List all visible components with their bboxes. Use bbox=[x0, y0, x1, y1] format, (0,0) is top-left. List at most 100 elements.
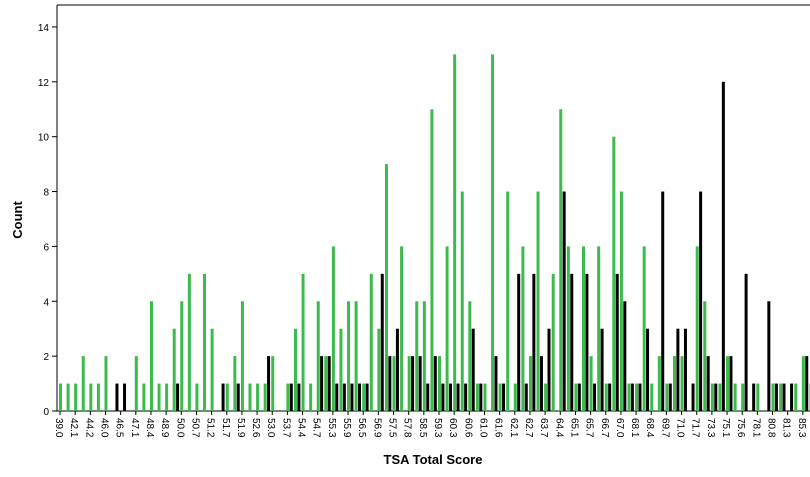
bar bbox=[327, 356, 331, 411]
bar bbox=[608, 383, 612, 411]
bar bbox=[195, 383, 199, 411]
bar bbox=[635, 383, 639, 411]
x-tick-label: 51.7 bbox=[220, 418, 231, 438]
bar bbox=[395, 328, 399, 411]
bar bbox=[483, 383, 487, 411]
bar bbox=[74, 383, 78, 411]
bar bbox=[726, 356, 730, 411]
y-tick-label: 10 bbox=[38, 133, 50, 144]
bar bbox=[680, 356, 684, 411]
y-tick-label: 8 bbox=[43, 188, 49, 199]
bar bbox=[498, 383, 502, 411]
bar bbox=[430, 109, 434, 412]
bar bbox=[710, 383, 714, 411]
bar bbox=[494, 356, 498, 411]
x-tick-label: 60.6 bbox=[462, 418, 473, 438]
bar bbox=[577, 383, 581, 411]
bar bbox=[623, 301, 627, 411]
bar bbox=[96, 383, 100, 411]
x-tick-label: 44.2 bbox=[83, 418, 94, 438]
bar bbox=[741, 383, 745, 411]
x-tick-label: 55.9 bbox=[341, 418, 352, 438]
bar bbox=[630, 383, 634, 411]
bar bbox=[544, 383, 548, 411]
bar bbox=[66, 383, 70, 411]
bar bbox=[422, 301, 426, 411]
bar bbox=[612, 136, 616, 412]
bar bbox=[566, 246, 570, 411]
bar bbox=[585, 273, 589, 411]
x-tick-label: 69.7 bbox=[659, 418, 670, 438]
bar bbox=[650, 383, 654, 411]
x-tick-label: 48.4 bbox=[144, 418, 155, 438]
bar bbox=[506, 191, 510, 411]
x-tick-label: 63.7 bbox=[538, 418, 549, 438]
x-tick-label: 78.1 bbox=[750, 418, 761, 438]
bar bbox=[615, 273, 619, 411]
bar bbox=[471, 328, 475, 411]
x-axis-title: TSA Total Score bbox=[384, 452, 483, 467]
bar bbox=[433, 356, 437, 411]
x-tick-label: 64.4 bbox=[553, 418, 564, 438]
bar bbox=[142, 383, 146, 411]
x-tick-label: 61.6 bbox=[493, 418, 504, 438]
bar bbox=[703, 301, 707, 411]
bar bbox=[767, 301, 771, 411]
bar bbox=[574, 383, 578, 411]
bar bbox=[539, 356, 543, 411]
x-tick-label: 50.7 bbox=[189, 418, 200, 438]
bar bbox=[721, 81, 725, 411]
y-axis-title: Count bbox=[10, 201, 25, 239]
bar bbox=[335, 383, 339, 411]
bar bbox=[210, 328, 214, 411]
y-tick-label: 14 bbox=[38, 23, 50, 34]
bar bbox=[180, 301, 184, 411]
bar bbox=[695, 246, 699, 411]
x-tick-label: 56.9 bbox=[371, 418, 382, 438]
bar bbox=[203, 273, 207, 411]
y-tick-label: 6 bbox=[43, 242, 49, 253]
bar bbox=[362, 383, 366, 411]
bar bbox=[240, 301, 244, 411]
bar bbox=[286, 383, 290, 411]
bar bbox=[468, 301, 472, 411]
bar bbox=[309, 383, 313, 411]
bar bbox=[562, 191, 566, 411]
x-tick-label: 52.6 bbox=[250, 418, 261, 438]
bar bbox=[794, 383, 798, 411]
bar bbox=[672, 356, 676, 411]
x-tick-label: 46.0 bbox=[98, 418, 109, 438]
y-tick-label: 4 bbox=[43, 297, 49, 308]
bar bbox=[475, 383, 479, 411]
x-tick-label: 59.3 bbox=[432, 418, 443, 438]
bar bbox=[657, 356, 661, 411]
bar bbox=[619, 191, 623, 411]
x-tick-label: 71.0 bbox=[675, 418, 686, 438]
bar bbox=[453, 54, 457, 411]
x-tick-label: 54.4 bbox=[296, 418, 307, 438]
bar bbox=[729, 356, 733, 411]
bar bbox=[81, 356, 85, 411]
bar bbox=[347, 301, 351, 411]
x-tick-label: 53.0 bbox=[265, 418, 276, 438]
bar bbox=[407, 356, 411, 411]
x-tick-label: 71.7 bbox=[690, 418, 701, 438]
x-tick-label: 51.9 bbox=[235, 418, 246, 438]
bar bbox=[172, 328, 176, 411]
y-tick-label: 2 bbox=[43, 352, 49, 363]
bar bbox=[691, 383, 695, 411]
bar bbox=[263, 383, 267, 411]
bar bbox=[320, 356, 324, 411]
bar bbox=[297, 383, 301, 411]
x-tick-label: 51.2 bbox=[205, 418, 216, 438]
bar bbox=[115, 383, 119, 411]
bar bbox=[597, 246, 601, 411]
bar bbox=[358, 383, 362, 411]
bar bbox=[89, 383, 93, 411]
bar bbox=[593, 383, 596, 411]
bar bbox=[513, 383, 517, 411]
x-tick-label: 68.1 bbox=[629, 418, 640, 438]
bar bbox=[627, 383, 631, 411]
bar bbox=[491, 54, 495, 411]
